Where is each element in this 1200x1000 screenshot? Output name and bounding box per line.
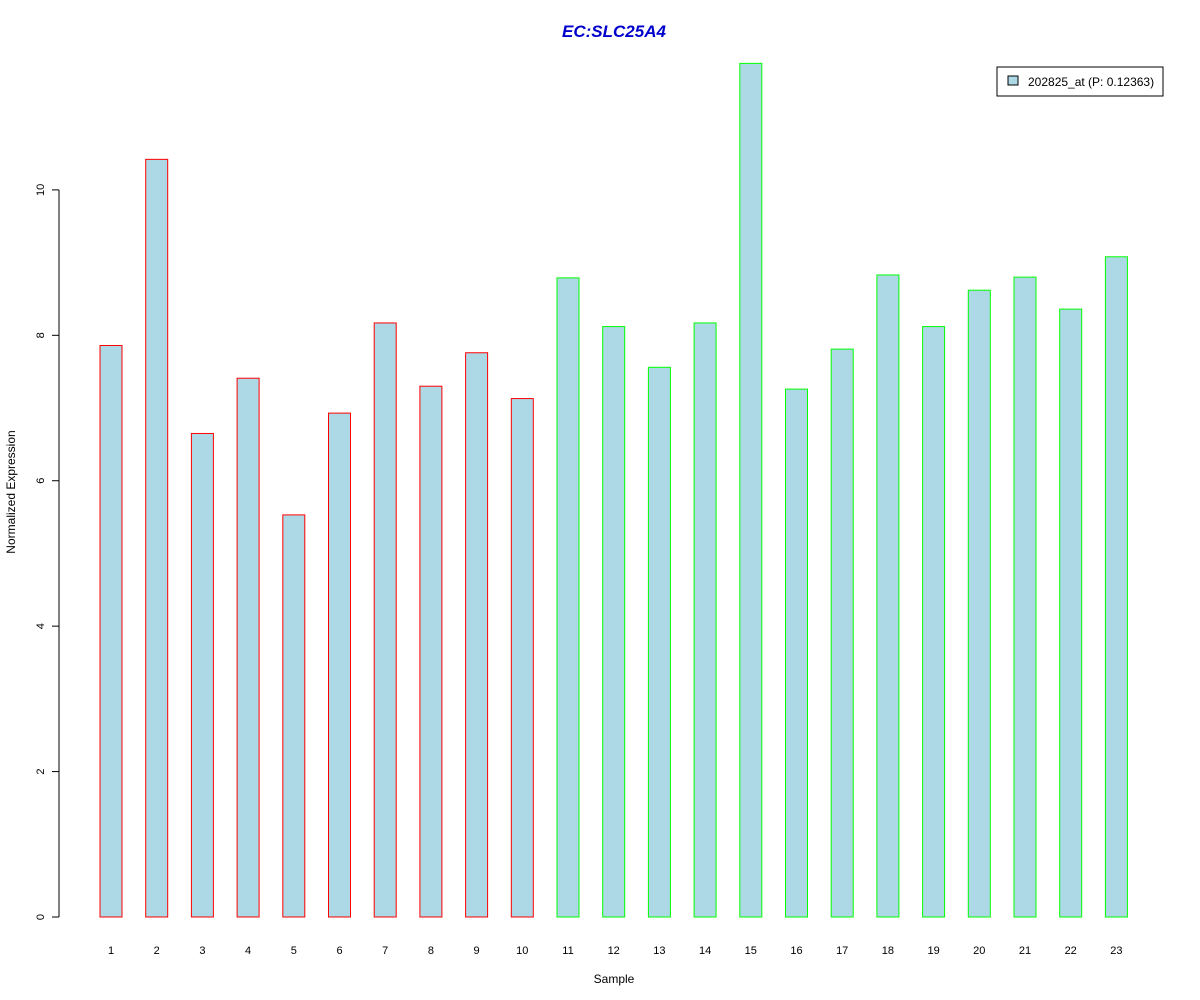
x-tick-label: 18 [882, 945, 894, 957]
bar [328, 412, 351, 918]
bar [876, 274, 900, 918]
bar [190, 432, 214, 918]
bar [1059, 308, 1083, 918]
x-tick-label: 17 [836, 945, 848, 957]
legend-label: 202825_at (P: 0.12363) [1028, 75, 1154, 89]
x-axis: 1 2 3 4 5 6 7 8 9 10 11 12 13 14 15 16 17 18 19 20 21 22 23 [108, 945, 1123, 957]
y-tick-label: 10 [35, 184, 47, 196]
x-tick-label: 8 [428, 945, 434, 957]
bar [602, 326, 626, 918]
x-tick-label: 22 [1065, 945, 1077, 957]
bar [99, 344, 123, 918]
bar [693, 322, 717, 918]
x-tick-label: 19 [927, 945, 939, 957]
bar [967, 289, 991, 918]
y-axis-label: Normalized Expression [4, 430, 18, 553]
bar [419, 385, 443, 918]
x-tick-label: 12 [608, 945, 620, 957]
y-tick-label: 0 [35, 914, 47, 920]
x-tick-label: 2 [154, 945, 160, 957]
x-axis-label: Sample [594, 972, 635, 986]
x-tick-label: 4 [245, 945, 251, 957]
x-tick-label: 11 [562, 945, 573, 957]
x-tick-label: 13 [653, 945, 665, 957]
bar [830, 348, 854, 918]
x-tick-label: 20 [973, 945, 985, 957]
x-tick-label: 3 [199, 945, 205, 957]
x-tick-label: 21 [1019, 945, 1031, 957]
x-tick-label: 5 [291, 945, 297, 957]
x-tick-label: 23 [1110, 945, 1122, 957]
y-axis: 0 2 4 6 8 10 [35, 184, 60, 920]
x-tick-label: 1 [108, 945, 114, 957]
x-tick-label: 10 [516, 945, 528, 957]
bar [145, 158, 169, 918]
bar [739, 62, 763, 918]
x-tick-label: 6 [336, 945, 342, 957]
x-tick-label: 16 [790, 945, 802, 957]
bar [465, 352, 489, 918]
x-tick-label: 15 [745, 945, 757, 957]
y-tick-label: 2 [35, 769, 47, 775]
legend-box [996, 66, 1164, 97]
y-tick-label: 4 [35, 623, 47, 629]
x-tick-label: 9 [474, 945, 480, 957]
legend-swatch [1007, 75, 1019, 86]
x-tick-label: 14 [699, 945, 711, 957]
bar [1104, 256, 1128, 918]
legend: 202825_at (P: 0.12363) [996, 66, 1164, 97]
bar [510, 398, 534, 918]
y-tick-label: 8 [35, 332, 47, 338]
bar [922, 326, 946, 918]
bars [99, 62, 1128, 918]
bar [785, 388, 808, 918]
bar [282, 514, 306, 918]
bar [373, 322, 397, 918]
chart-title: EC:SLC25A4 [562, 22, 666, 41]
bar [1013, 276, 1037, 918]
y-tick-label: 6 [35, 478, 47, 484]
bar [647, 366, 671, 918]
bar [556, 277, 580, 918]
x-tick-label: 7 [382, 945, 388, 957]
bar [236, 377, 260, 918]
